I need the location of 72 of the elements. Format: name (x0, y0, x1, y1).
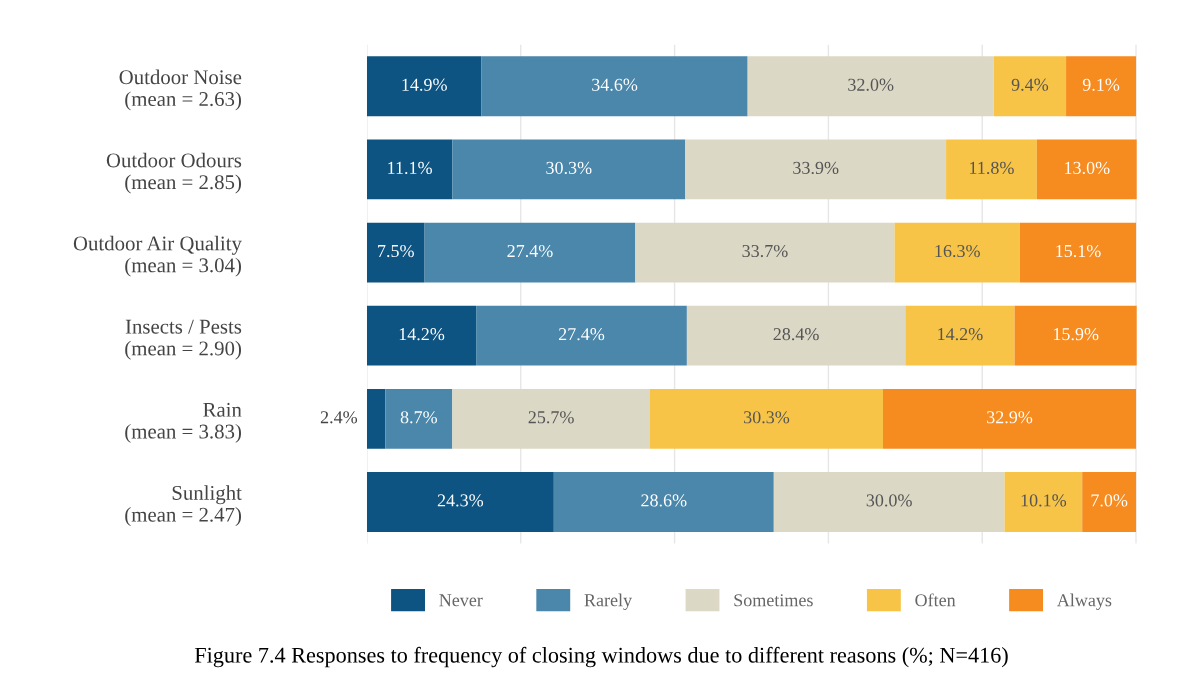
data-label: 24.3% (437, 494, 484, 507)
data-label: 33.7% (742, 244, 788, 258)
legend-label: Never (439, 594, 483, 607)
caption: Figure 7.4 Responses to frequency of closing windows due to different reasons (%; N=416) (194, 646, 1008, 668)
bar (476, 305, 687, 366)
data-label: 28.6% (641, 494, 687, 507)
bar (366, 472, 554, 532)
bar (366, 56, 482, 117)
bar (635, 222, 895, 283)
bar (366, 388, 386, 449)
bar (553, 472, 774, 532)
bar (946, 139, 1037, 200)
y-tick-label: Rain (mean = 3.83) (125, 402, 242, 443)
data-label: 7.0% (1091, 494, 1128, 507)
bar (1014, 305, 1137, 366)
bar (1019, 222, 1137, 283)
bar (747, 56, 994, 117)
data-label: 13.0% (1065, 161, 1110, 175)
data-label: 10.1% (1021, 494, 1067, 507)
bar (649, 388, 884, 449)
bar (686, 305, 906, 366)
data-label: 34.6% (592, 78, 638, 91)
data-label: 14.2% (938, 328, 983, 341)
bar (452, 139, 686, 200)
bar (366, 305, 477, 366)
y-tick-label: Outdoor Air Quality (mean = 3.04) (73, 235, 242, 277)
data-label: 9.1% (1082, 78, 1120, 91)
data-label: 30.3% (546, 161, 592, 175)
legend-label: Always (1056, 593, 1112, 611)
data-label: 9.4% (1011, 78, 1049, 91)
bar (1066, 56, 1137, 117)
legend-label: Sometimes (734, 594, 813, 607)
bar (481, 56, 748, 117)
data-label: 15.9% (1053, 328, 1099, 341)
data-label: 30.0% (866, 494, 912, 507)
data-label: 7.5% (378, 244, 414, 258)
data-label: 16.3% (935, 244, 980, 258)
bar (424, 222, 636, 283)
data-label: 8.7% (400, 411, 438, 424)
bar (366, 139, 453, 200)
data-label: 27.4% (558, 328, 605, 341)
y-tick-label: Outdoor Noise (mean = 2.63) (119, 69, 242, 111)
bar (452, 388, 650, 449)
data-label: 27.4% (507, 244, 553, 258)
y-tick-label: Sunlight (mean = 2.47) (125, 485, 242, 526)
y-tick-label: Insects / Pests (mean = 2.90) (125, 319, 242, 360)
data-label: 32.9% (987, 411, 1033, 424)
data-label: 11.8% (970, 161, 1014, 175)
bar (1036, 139, 1137, 200)
bar (1082, 472, 1137, 532)
bar (905, 305, 1015, 366)
data-label: 33.9% (793, 161, 839, 175)
data-label: 32.0% (848, 78, 894, 91)
bar (366, 222, 425, 283)
data-label: 15.1% (1056, 244, 1101, 258)
data-label: 11.1% (388, 161, 432, 175)
bar (685, 139, 947, 200)
bar (385, 388, 453, 449)
legend-label: Rarely (584, 593, 633, 611)
data-label: 30.3% (744, 411, 790, 424)
data-label: 28.4% (773, 328, 819, 341)
data-label: 25.7% (528, 411, 574, 424)
bar (773, 472, 1005, 532)
bar (1004, 472, 1083, 532)
bar (883, 388, 1137, 449)
legend-label: Often (915, 593, 956, 607)
data-label: 14.2% (399, 328, 445, 341)
data-label: 14.9% (402, 78, 447, 91)
bar (894, 222, 1020, 283)
data-label: 2.4% (320, 411, 358, 424)
y-tick-label: Outdoor Odours (mean = 2.85) (106, 152, 242, 194)
bar (993, 56, 1067, 117)
